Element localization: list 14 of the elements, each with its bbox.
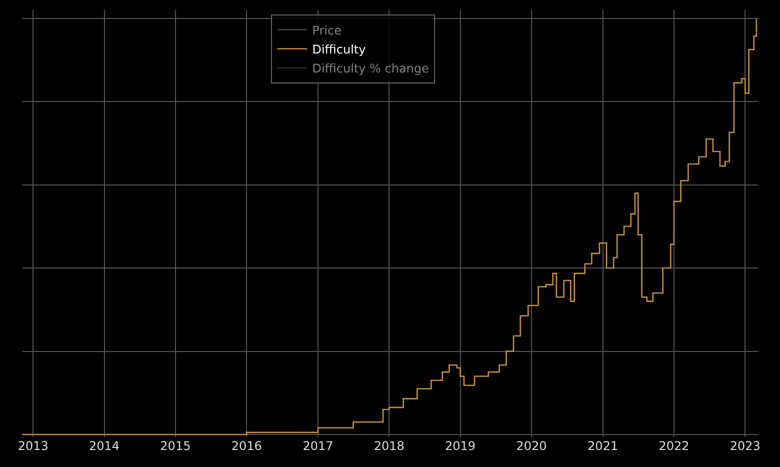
x-tick-label: 2016 bbox=[231, 439, 262, 453]
legend-label: Difficulty bbox=[312, 42, 366, 56]
x-tick-label: 2018 bbox=[374, 439, 404, 453]
x-tick-label: 2019 bbox=[445, 439, 476, 453]
x-tick-label: 2013 bbox=[18, 439, 48, 453]
x-tick-label: 2014 bbox=[89, 439, 120, 453]
x-tick-label: 2022 bbox=[658, 439, 690, 453]
x-tick-label: 2021 bbox=[588, 439, 618, 453]
x-tick-label: 2017 bbox=[302, 439, 334, 453]
x-tick-label: 2023 bbox=[730, 439, 760, 453]
x-tick-label: 2015 bbox=[160, 439, 191, 453]
legend-label: Difficulty % change bbox=[312, 61, 429, 76]
x-tick-label: 2020 bbox=[516, 439, 547, 453]
legend-label: Price bbox=[312, 23, 342, 38]
